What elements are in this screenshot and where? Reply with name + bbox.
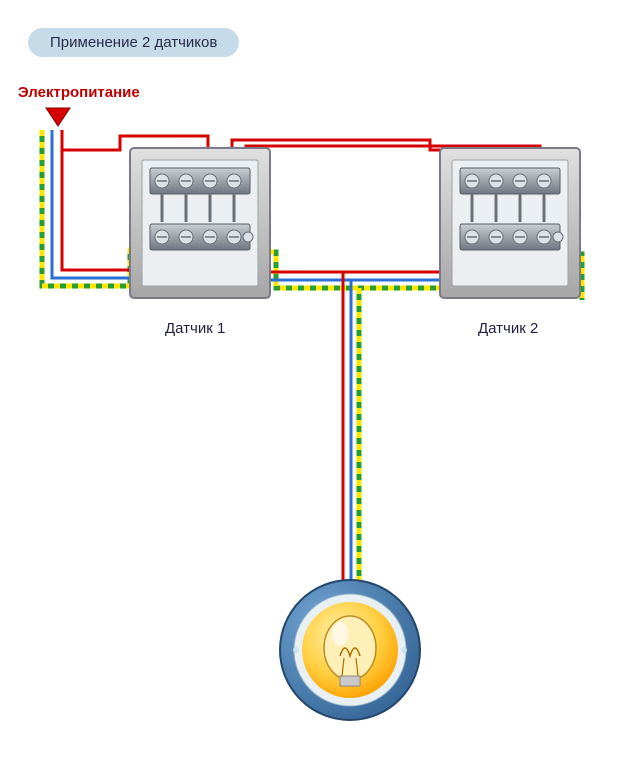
power-arrow-icon <box>46 108 70 126</box>
lamp-fixture <box>280 580 420 720</box>
sensor-1 <box>130 148 270 298</box>
sensor-2 <box>440 148 580 298</box>
diagram-canvas <box>0 0 636 760</box>
